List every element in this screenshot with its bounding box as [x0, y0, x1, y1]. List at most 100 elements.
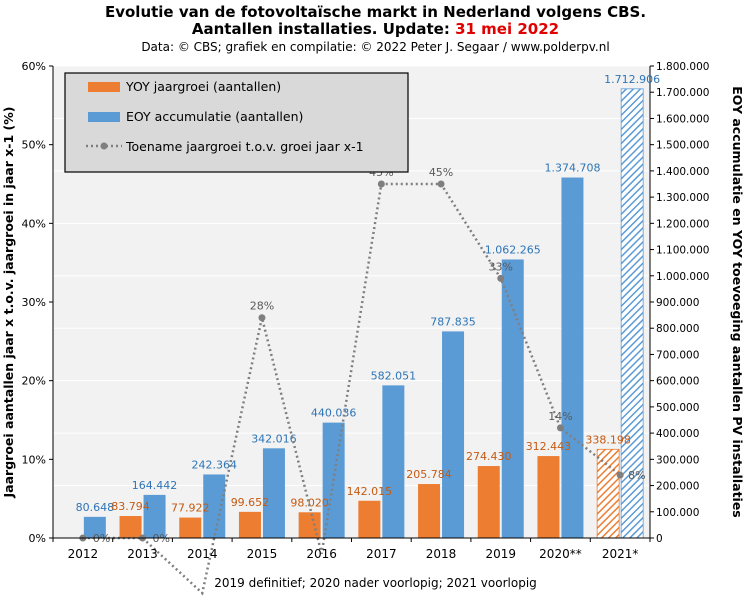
growth-point-label: 45%	[429, 166, 453, 179]
chart-title-line2: Aantallen installaties. Update: 31 mei 2…	[0, 20, 751, 38]
eoy-value-label: 342.016	[251, 432, 297, 445]
yoy-value-label: 77.922	[171, 502, 210, 515]
chart-title: Evolutie van de fotovoltaïsche markt in …	[104, 3, 647, 21]
right-tick-label: 1.100.000	[656, 245, 709, 257]
yoy-value-label: 98.020	[290, 496, 329, 509]
x-tick-label: 2019	[485, 547, 516, 561]
right-tick-label: 300.000	[656, 454, 699, 466]
eoy-value-label: 1.712.906	[604, 73, 660, 86]
x-tick-label: 2017	[366, 547, 397, 561]
legend-box	[64, 72, 409, 173]
eoy-bar	[561, 177, 584, 539]
update-date: 31 mei 2022	[455, 20, 560, 38]
yoy-value-label: 338.198	[585, 433, 631, 446]
left-axis: 0% 10% 20% 30% 40% 50% 60%	[22, 60, 54, 545]
yoy-bar	[418, 484, 441, 538]
growth-point	[377, 180, 385, 188]
eoy-value-label: 164.442	[132, 479, 178, 492]
x-tick-label: 2016	[306, 547, 337, 561]
yoy-bar	[537, 456, 560, 538]
legend-label-eoy: EOY accumulatie (aantallen)	[126, 109, 303, 124]
eoy-bar	[143, 494, 166, 538]
eoy-bar	[203, 474, 226, 538]
legend-swatch-eoy	[88, 112, 120, 122]
legend-label-yoy: YOY jaargroei (aantallen)	[125, 79, 281, 94]
right-tick-label: 500.000	[656, 402, 699, 414]
right-tick-label: 100.000	[656, 507, 699, 519]
eoy-value-label: 440.036	[311, 407, 357, 420]
right-tick-label: 1.200.000	[656, 218, 709, 230]
x-tick-label: 2020**	[539, 547, 582, 561]
eoy-bar	[501, 259, 524, 538]
yoy-bar	[238, 511, 261, 538]
yoy-bar	[179, 517, 202, 538]
yoy-value-label: 83.794	[111, 500, 150, 513]
eoy-value-label: 582.051	[371, 369, 417, 382]
eoy-bar	[382, 385, 405, 538]
right-tick-label: 1.300.000	[656, 192, 709, 204]
left-tick-label: 60%	[22, 60, 46, 73]
legend: YOY jaargroei (aantallen) EOY accumulati…	[64, 72, 409, 173]
yoy-value-label: 274.430	[466, 450, 512, 463]
left-tick-label: 50%	[22, 139, 46, 152]
legend-marker-line	[100, 142, 108, 150]
growth-point-label: 14%	[548, 410, 572, 423]
eoy-value-label: 787.835	[430, 315, 476, 328]
right-tick-label: 1.700.000	[656, 87, 709, 99]
chart-title-prefix: Aantallen installaties. Update:	[191, 20, 456, 38]
x-tick-label: 2018	[426, 547, 457, 561]
footnote: 2019 definitief; 2020 nader voorlopig; 2…	[214, 576, 537, 590]
left-tick-label: 20%	[22, 375, 46, 388]
right-tick-label: 700.000	[656, 349, 699, 361]
yoy-value-label: 205.784	[406, 468, 452, 481]
gridlines	[53, 65, 650, 487]
x-tick-label: 2013	[127, 547, 158, 561]
legend-swatch-yoy	[88, 82, 120, 92]
x-tick-label: 2014	[187, 547, 218, 561]
yoy-bar	[477, 466, 500, 538]
eoy-value-label: 242.364	[192, 458, 238, 471]
eoy-value-label: 80.648	[76, 501, 115, 514]
right-tick-label: 200.000	[656, 481, 699, 493]
left-tick-label: 0%	[29, 532, 46, 545]
chart-subtitle: Data: © CBS; grafiek en compilatie: © 20…	[141, 40, 610, 54]
left-tick-label: 40%	[22, 217, 46, 230]
eoy-bar	[83, 516, 106, 538]
right-tick-label: 1.800.000	[656, 61, 709, 73]
eoy-value-label: 1.374.708	[544, 162, 600, 175]
right-tick-label: 1.400.000	[656, 166, 709, 178]
growth-line-path	[82, 182, 621, 596]
growth-point-label: 28%	[250, 300, 274, 313]
growth-point	[616, 471, 624, 479]
right-tick-label: 1.600.000	[656, 113, 709, 125]
left-tick-label: 30%	[22, 296, 46, 309]
growth-point	[258, 314, 266, 322]
right-axis-title: EOY accumulatie en YOY toevoeging aantal…	[730, 86, 745, 518]
right-tick-label: 800.000	[656, 323, 699, 335]
left-tick-label: 10%	[22, 453, 46, 466]
eoy-bar	[442, 331, 465, 538]
growth-point	[556, 424, 564, 432]
growth-point	[437, 180, 445, 188]
right-tick-label: 400.000	[656, 428, 699, 440]
eoy-bar	[262, 448, 285, 538]
right-tick-label: 1.500.000	[656, 140, 709, 152]
growth-point	[497, 274, 505, 282]
legend-label-line: Toename jaargroei t.o.v. groei jaar x-1	[125, 139, 364, 154]
x-tick-label: 2012	[68, 547, 99, 561]
x-tick-label: 2015	[247, 547, 278, 561]
yoy-value-label: 99.652	[231, 496, 270, 509]
yoy-bar	[119, 516, 142, 538]
x-axis: 2012 2013 2014 2015 2016 2017 2018 2019 2020** 20…	[52, 537, 651, 561]
yoy-bar	[298, 512, 321, 538]
x-tick-label: 2021*	[602, 547, 639, 561]
right-axis: 0 100.000 200.000 300.000 400.000 500.000 600.…	[649, 61, 709, 545]
yoy-value-label: 142.015	[347, 485, 393, 498]
yoy-bar	[358, 500, 381, 538]
right-tick-label: 600.000	[656, 376, 699, 388]
growth-point-label: 8%	[628, 469, 645, 482]
right-tick-label: 900.000	[656, 297, 699, 309]
